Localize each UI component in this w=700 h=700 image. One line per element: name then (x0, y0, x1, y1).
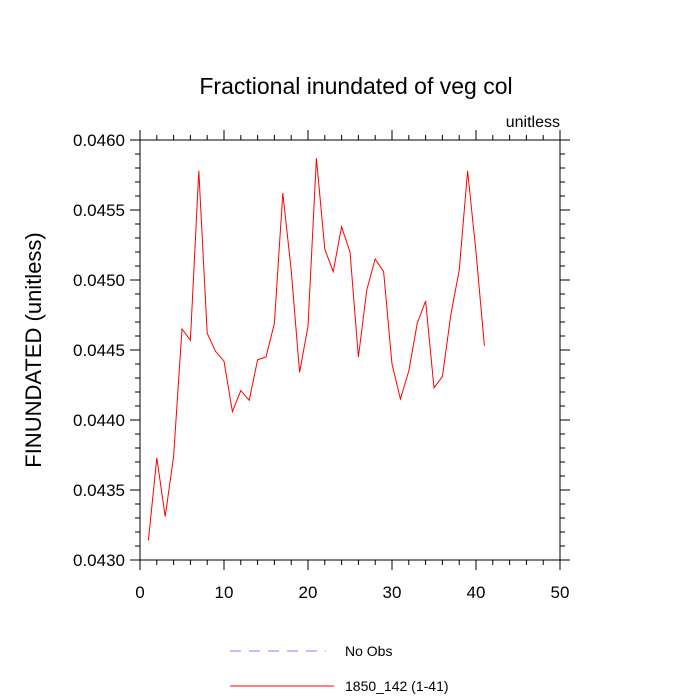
y-tick-label: 0.0460 (73, 131, 125, 150)
y-tick-label: 0.0440 (73, 411, 125, 430)
y-axis-label: FINUNDATED (unitless) (21, 232, 46, 468)
y-tick-label: 0.0430 (73, 551, 125, 570)
y-tick-label: 0.0435 (73, 481, 125, 500)
chart-title: Fractional inundated of veg col (199, 73, 512, 99)
x-tick-label: 20 (299, 583, 318, 602)
y-tick-label: 0.0445 (73, 341, 125, 360)
x-tick-label: 40 (467, 583, 486, 602)
x-tick-label: 10 (215, 583, 234, 602)
series-line (147, 158, 485, 541)
plot-frame (139, 139, 561, 561)
units-label: unitless (506, 114, 560, 131)
y-tick-label: 0.0455 (73, 201, 125, 220)
data-series (147, 158, 485, 541)
y-tick-label: 0.0450 (73, 271, 125, 290)
legend-label-series: 1850_142 (1-41) (345, 678, 449, 694)
x-tick-label: 50 (551, 583, 570, 602)
x-tick-label: 30 (383, 583, 402, 602)
axis-tick-labels: 0 10 20 30 40 50 0.0430 0.0435 0.0440 0.0445 0.045… (73, 131, 569, 602)
x-tick-label: 0 (135, 583, 144, 602)
axis-ticks (130, 130, 570, 570)
legend: No Obs 1850_142 (1-41) (230, 643, 449, 694)
legend-label-no-obs: No Obs (345, 643, 392, 659)
